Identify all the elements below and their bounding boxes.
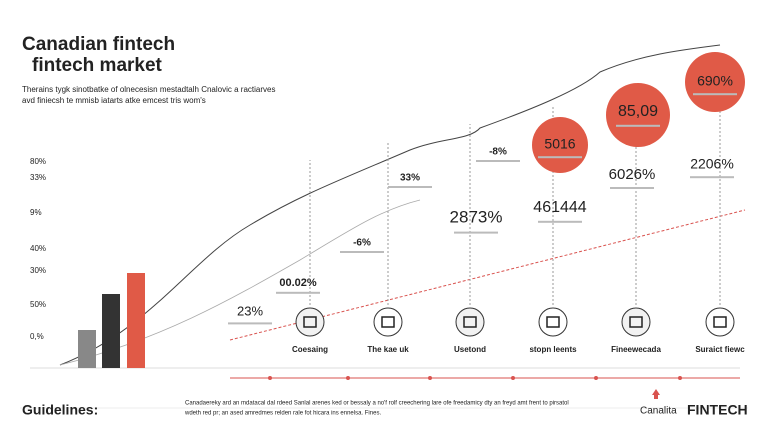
- step-icon: [373, 307, 403, 337]
- step-label: Suraict fiewc: [695, 345, 745, 354]
- callout-value: 85,09: [618, 103, 658, 120]
- icon-glyph: [463, 316, 477, 328]
- timeline-dot: [678, 376, 682, 380]
- icon-glyph: [713, 316, 727, 328]
- axis-label: 9%: [30, 208, 42, 217]
- step-label: Fineewecada: [611, 345, 661, 354]
- step-label: Coesaing: [292, 345, 328, 354]
- icon-glyph: [381, 316, 395, 328]
- bar: [102, 294, 120, 368]
- caption-placeholder: [454, 231, 498, 234]
- axis-label: 0,%: [30, 332, 44, 341]
- title: Canadian fintech: [22, 34, 175, 55]
- icon-glyph: [303, 316, 317, 328]
- highlight-circle: [685, 52, 745, 112]
- timeline-dot: [594, 376, 598, 380]
- callout-value: 6026%: [609, 166, 656, 183]
- step-label: The kae uk: [367, 345, 409, 354]
- caption-placeholder: [616, 124, 660, 127]
- step-icon: [538, 307, 568, 337]
- callout-value: 00.02%: [279, 277, 317, 289]
- callout-value: 690%: [697, 73, 733, 89]
- maple-icon: [652, 389, 660, 399]
- step-icon: [295, 307, 325, 337]
- step-icon: [455, 307, 485, 337]
- callout-value: 461444: [533, 199, 586, 216]
- caption-placeholder: [690, 176, 734, 179]
- caption-placeholder: [538, 220, 582, 223]
- callout-value: 2873%: [450, 207, 503, 226]
- step-icon: [705, 307, 735, 337]
- subtitle: Therains tygk sinotbatke of olnecesisn m…: [22, 85, 275, 94]
- growth-curve: [59, 44, 721, 366]
- bar: [78, 330, 96, 368]
- highlight-circle: [606, 83, 670, 147]
- callout-value: -8%: [489, 147, 507, 158]
- axis-label: 33%: [30, 173, 46, 182]
- step-label: stopn leents: [529, 345, 577, 354]
- caption-placeholder: [228, 322, 272, 325]
- icon-glyph: [546, 316, 560, 328]
- caption-placeholder: [476, 160, 520, 162]
- icon-glyph: [629, 316, 643, 328]
- timeline-dot: [268, 376, 272, 380]
- step-icon: [621, 307, 651, 337]
- axis-label: 80%: [30, 157, 46, 166]
- caption-placeholder: [610, 187, 654, 189]
- highlight-circle: [532, 117, 588, 173]
- timeline-dot: [346, 376, 350, 380]
- caption-placeholder: [276, 291, 320, 294]
- footer-text: wdeth red pr; an ased amredmes relden ra…: [184, 411, 381, 417]
- timeline-dot: [428, 376, 432, 380]
- caption-placeholder: [538, 156, 582, 159]
- trend-line: [229, 209, 746, 341]
- callout-value: 23%: [237, 303, 263, 318]
- footer-left: Guidelines:: [22, 402, 98, 418]
- bar: [127, 273, 145, 368]
- callout-value: 2206%: [690, 156, 734, 172]
- callout-value: -6%: [353, 238, 371, 249]
- caption-placeholder: [388, 186, 432, 188]
- footer-text: Canadaereky ard an mdatacal dal rdeed Sa…: [185, 401, 569, 407]
- step-label: Usetond: [454, 345, 486, 354]
- title: fintech market: [32, 55, 163, 76]
- footer-brand: Canalita: [640, 406, 677, 417]
- axis-label: 30%: [30, 266, 46, 275]
- axis-label: 40%: [30, 244, 46, 253]
- subtitle: avd finiecsh te mmisb iatarts atke emces…: [22, 96, 206, 105]
- caption-placeholder: [693, 93, 737, 96]
- callout-value: 33%: [400, 173, 420, 184]
- axis-label: 50%: [30, 300, 46, 309]
- caption-placeholder: [340, 251, 384, 253]
- timeline-dot: [511, 376, 515, 380]
- footer-product: FINTECH: [687, 402, 748, 418]
- callout-value: 5016: [544, 136, 575, 152]
